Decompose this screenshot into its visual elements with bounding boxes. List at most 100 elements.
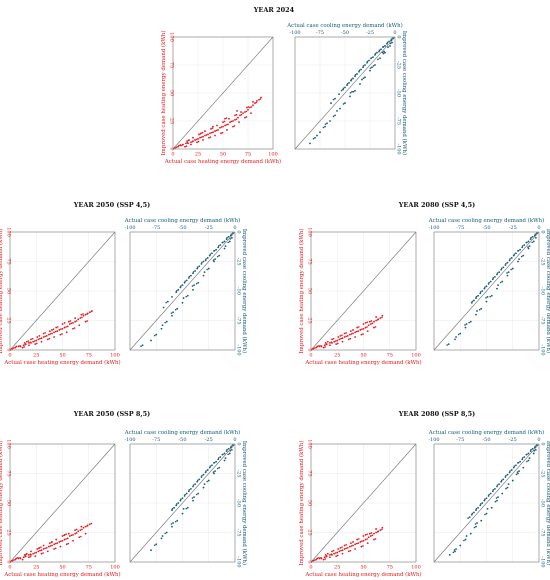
- scatter-point: [518, 258, 520, 261]
- x-tick-label: 0: [233, 225, 236, 231]
- scatter-point: [216, 255, 219, 258]
- y-tick-label: 0: [396, 35, 402, 38]
- scatter-point: [475, 509, 477, 511]
- x-tick-label: 0: [233, 437, 236, 443]
- scatter-point: [84, 525, 87, 528]
- scatter-point: [485, 300, 488, 303]
- scatter-point: [238, 121, 240, 124]
- scatter-point: [229, 234, 232, 237]
- scatter-point: [213, 472, 215, 475]
- scatter-point: [354, 89, 356, 92]
- scatter-point: [228, 117, 230, 120]
- scatter-point: [232, 125, 234, 128]
- scatter-point: [67, 320, 70, 323]
- scatter-point: [510, 268, 512, 271]
- scatter-point: [214, 134, 216, 137]
- scatter-point: [192, 272, 194, 275]
- scatter-point: [335, 555, 338, 557]
- scatter-point: [86, 525, 88, 527]
- scatter-point: [230, 237, 233, 239]
- scatter-point: [532, 240, 535, 243]
- scatter-point: [334, 340, 337, 342]
- scatter-point: [329, 556, 331, 559]
- scatter-point: [181, 284, 184, 286]
- scatter-point: [506, 274, 509, 277]
- scatter-point: [343, 544, 346, 547]
- scatter-point: [338, 93, 340, 96]
- scatter-point: [258, 98, 260, 101]
- scatter-point: [489, 295, 491, 298]
- scatter-point: [372, 65, 375, 67]
- scatter-point: [171, 507, 174, 510]
- scatter-point: [202, 473, 205, 476]
- scatter-point: [224, 245, 227, 248]
- scatter-point: [478, 308, 481, 311]
- reference-line: [9, 443, 116, 563]
- scatter-point: [333, 340, 335, 343]
- scatter-point: [229, 450, 232, 452]
- scatter-point: [332, 98, 335, 101]
- scatter-point: [362, 545, 364, 547]
- scatter-point: [324, 342, 327, 344]
- scatter-point: [78, 536, 81, 539]
- y-tick-label: -100: [540, 556, 546, 567]
- scatter-point: [226, 236, 228, 239]
- scatter-point: [530, 448, 532, 451]
- scatter-point: [465, 535, 468, 537]
- scatter-point: [350, 545, 353, 547]
- scatter-point: [354, 543, 356, 546]
- x-tick-label: -25: [205, 437, 213, 443]
- scatter-point: [362, 539, 365, 542]
- y-axis-label: Improved case heating energy demand (kWh…: [160, 31, 167, 156]
- scatter-point: [479, 291, 482, 293]
- scatter-point: [206, 268, 208, 271]
- scatter-point: [215, 460, 218, 463]
- scatter-point: [375, 316, 377, 318]
- scatter-point: [208, 136, 210, 139]
- scatter-point: [25, 553, 28, 556]
- scatter-point: [80, 535, 82, 538]
- scatter-point: [511, 479, 514, 482]
- x-tick-label: 50: [220, 152, 226, 158]
- scatter-point: [54, 542, 57, 545]
- scatter-point: [351, 90, 353, 93]
- y-tick-label: 0: [307, 348, 313, 351]
- scatter-point: [485, 512, 488, 515]
- scatter-point: [194, 270, 197, 272]
- scatter-point: [344, 86, 346, 89]
- scatter-point: [190, 487, 192, 490]
- scatter-point: [374, 52, 377, 55]
- x-tick-label: -50: [178, 437, 186, 443]
- scatter-point: [227, 453, 229, 456]
- y-tick-label: 25: [307, 317, 313, 323]
- scatter-point: [379, 529, 382, 532]
- x-tick-label: 100: [411, 353, 421, 359]
- scatter-point: [77, 318, 80, 321]
- scatter-point: [318, 344, 320, 347]
- scatter-point: [224, 117, 226, 120]
- scatter-point: [30, 550, 32, 553]
- scatter-point: [484, 286, 486, 289]
- scatter-point: [82, 526, 85, 529]
- scatter-point: [22, 344, 25, 347]
- scatter-point: [464, 538, 467, 541]
- scatter-point: [488, 281, 490, 284]
- x-axis-label: Actual case heating energy demand (kWh): [164, 158, 281, 165]
- scatter-point: [359, 541, 362, 543]
- scatter-point: [250, 106, 253, 108]
- scatter-point: [352, 332, 354, 335]
- scatter-point: [11, 559, 14, 562]
- scatter-point: [496, 499, 498, 502]
- scatter-point: [373, 538, 375, 541]
- scatter-point: [164, 321, 166, 324]
- scatter-point: [356, 538, 359, 541]
- x-tick-label: -100: [124, 225, 135, 231]
- scatter-point: [527, 247, 530, 250]
- scatter-point: [382, 46, 385, 48]
- scatter-point: [39, 549, 41, 552]
- scatter-point: [171, 314, 173, 317]
- scatter-point: [186, 141, 189, 144]
- scatter-point: [475, 313, 477, 316]
